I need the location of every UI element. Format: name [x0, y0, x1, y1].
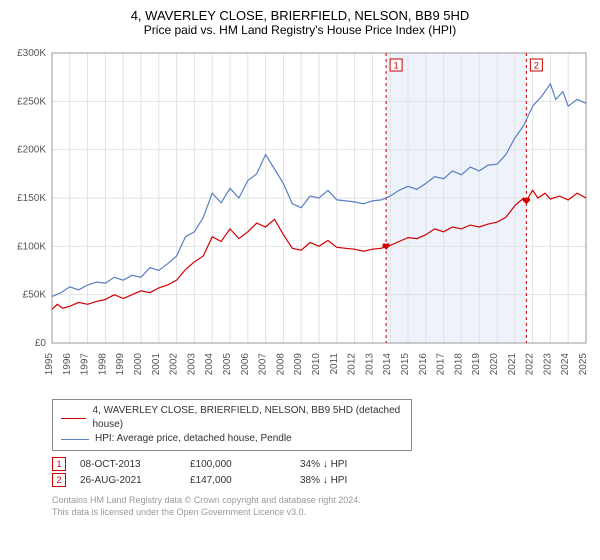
svg-text:£50K: £50K [23, 290, 47, 301]
svg-text:1997: 1997 [80, 353, 91, 376]
svg-text:2025: 2025 [578, 353, 589, 376]
legend: 4, WAVERLEY CLOSE, BRIERFIELD, NELSON, B… [52, 399, 412, 451]
svg-text:2009: 2009 [293, 353, 304, 376]
legend-label: HPI: Average price, detached house, Pend… [95, 432, 292, 446]
line-chart: £0 £50K £100K £150K £200K £250K £300K 1995 1996 1… [8, 43, 592, 393]
svg-text:2005: 2005 [222, 353, 233, 376]
svg-text:1995: 1995 [44, 353, 55, 376]
data-point-row: 2 26-AUG-2021£147,00038% ↓ HPI [52, 473, 592, 487]
svg-text:1999: 1999 [115, 353, 126, 376]
point-date: 08-OCT-2013 [80, 459, 190, 470]
footer-line: This data is licensed under the Open Gov… [52, 507, 592, 519]
svg-text:2019: 2019 [471, 353, 482, 376]
footer-attribution: Contains HM Land Registry data © Crown c… [52, 495, 592, 518]
chart-container: 4, WAVERLEY CLOSE, BRIERFIELD, NELSON, B… [0, 0, 600, 526]
svg-text:£100K: £100K [17, 241, 46, 252]
chart-area: £0 £50K £100K £150K £200K £250K £300K 1995 1996 1… [8, 43, 592, 393]
point-delta: 34% ↓ HPI [300, 459, 410, 470]
svg-text:2024: 2024 [560, 353, 571, 376]
data-points-table: 1 08-OCT-2013£100,00034% ↓ HPI 2 26-AUG-202… [52, 457, 592, 487]
svg-text:2022: 2022 [525, 353, 536, 376]
svg-text:2006: 2006 [240, 353, 251, 376]
svg-text:2017: 2017 [436, 353, 447, 376]
svg-text:1998: 1998 [97, 353, 108, 376]
point-price: £100,000 [190, 459, 300, 470]
point-date: 26-AUG-2021 [80, 475, 190, 486]
svg-text:2007: 2007 [258, 353, 269, 376]
svg-text:£150K: £150K [17, 193, 46, 204]
legend-swatch [61, 439, 89, 440]
svg-text:2020: 2020 [489, 353, 500, 376]
svg-text:£200K: £200K [17, 145, 46, 156]
svg-text:2023: 2023 [542, 353, 553, 376]
data-point-row: 1 08-OCT-2013£100,00034% ↓ HPI [52, 457, 592, 471]
legend-item: 4, WAVERLEY CLOSE, BRIERFIELD, NELSON, B… [61, 404, 403, 432]
svg-text:2014: 2014 [382, 353, 393, 376]
chart-subtitle: Price paid vs. HM Land Registry's House … [8, 23, 592, 37]
svg-text:2: 2 [534, 61, 539, 71]
svg-text:2010: 2010 [311, 353, 322, 376]
svg-text:2021: 2021 [507, 353, 518, 376]
point-marker: 2 [52, 473, 66, 487]
svg-text:£0: £0 [35, 338, 47, 349]
legend-swatch [61, 418, 86, 419]
svg-text:2002: 2002 [169, 353, 180, 376]
point-marker: 1 [52, 457, 66, 471]
svg-text:2008: 2008 [275, 353, 286, 376]
svg-text:2015: 2015 [400, 353, 411, 376]
point-delta: 38% ↓ HPI [300, 475, 410, 486]
footer-line: Contains HM Land Registry data © Crown c… [52, 495, 592, 507]
svg-text:2012: 2012 [347, 353, 358, 376]
svg-text:2013: 2013 [364, 353, 375, 376]
svg-text:2011: 2011 [329, 353, 340, 375]
chart-title: 4, WAVERLEY CLOSE, BRIERFIELD, NELSON, B… [8, 8, 592, 23]
legend-label: 4, WAVERLEY CLOSE, BRIERFIELD, NELSON, B… [92, 404, 403, 432]
svg-text:2004: 2004 [204, 353, 215, 376]
svg-text:2000: 2000 [133, 353, 144, 376]
point-price: £147,000 [190, 475, 300, 486]
svg-text:2018: 2018 [453, 353, 464, 376]
svg-text:2016: 2016 [418, 353, 429, 376]
svg-text:2001: 2001 [151, 353, 162, 376]
svg-text:2003: 2003 [186, 353, 197, 376]
svg-text:£250K: £250K [17, 96, 46, 107]
svg-text:1996: 1996 [62, 353, 73, 376]
svg-text:1: 1 [394, 61, 399, 71]
legend-item: HPI: Average price, detached house, Pend… [61, 432, 403, 446]
svg-text:£300K: £300K [17, 48, 46, 59]
